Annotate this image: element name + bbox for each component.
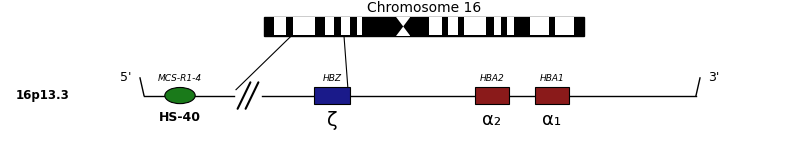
Text: 16p13.3: 16p13.3 [16,89,70,102]
Polygon shape [403,17,410,36]
Bar [494,17,501,35]
Bar [507,17,514,35]
Bar [325,17,334,35]
Bar [396,17,410,36]
Bar [429,17,442,35]
Polygon shape [396,17,403,36]
Bar [341,17,350,35]
Text: HS-40: HS-40 [159,111,201,124]
Text: HBA2: HBA2 [480,74,504,83]
Text: 5': 5' [121,71,132,84]
Bar [475,87,509,104]
Text: ζ: ζ [326,111,338,130]
Bar [274,17,286,35]
Bar [555,17,574,35]
Bar [264,17,584,36]
Ellipse shape [165,87,195,104]
Bar [464,17,486,35]
Text: α₁: α₁ [542,111,562,129]
Bar [293,17,315,35]
Bar [530,17,549,35]
Bar [535,87,569,104]
Text: HBA1: HBA1 [540,74,564,83]
Text: 3': 3' [708,71,719,84]
Text: α₂: α₂ [482,111,502,129]
Bar [314,87,350,104]
Text: Chromosome 16: Chromosome 16 [367,1,481,15]
Text: MCS-R1-4: MCS-R1-4 [158,74,202,83]
Bar [357,17,362,35]
Text: HBZ: HBZ [322,74,342,83]
Bar [448,17,458,35]
